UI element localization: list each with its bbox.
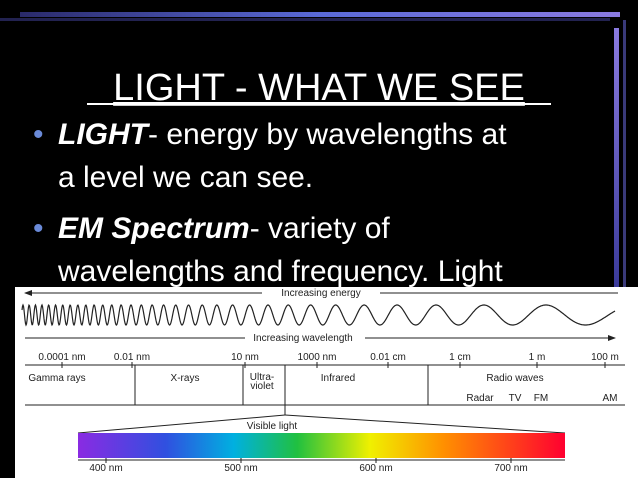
region-label: Radio waves bbox=[486, 373, 543, 384]
scale-label: 0.01 cm bbox=[370, 352, 406, 363]
bullet-dot: • bbox=[33, 212, 44, 245]
region-label: Gamma rays bbox=[28, 373, 85, 384]
spectrum-diagram: Increasing energy Increasing wavelength … bbox=[15, 287, 638, 478]
energy-label: Increasing energy bbox=[281, 288, 361, 299]
funnel-line bbox=[284, 414, 566, 434]
bullet-term: EM Spectrum bbox=[58, 212, 250, 245]
scale-label: 0.01 nm bbox=[114, 352, 150, 363]
wavelength-label: Increasing wavelength bbox=[253, 333, 353, 344]
bullet-line: a level we can see. bbox=[58, 161, 313, 194]
bullet-line: LIGHT- energy by wavelengths at bbox=[58, 118, 507, 151]
visible-scale-label: 500 nm bbox=[224, 463, 257, 474]
scale-label: 10 nm bbox=[231, 352, 259, 363]
side-bar bbox=[614, 28, 619, 288]
radio-band-label: AM bbox=[603, 393, 618, 404]
bullet-dot: • bbox=[33, 118, 44, 151]
region-label: X-rays bbox=[171, 373, 200, 384]
scale-label: 0.0001 nm bbox=[38, 352, 85, 363]
radio-band-label: FM bbox=[534, 393, 548, 404]
side-bar-thin bbox=[623, 20, 626, 288]
scale-label: 1 cm bbox=[449, 352, 471, 363]
wave bbox=[21, 303, 616, 327]
scale-label: 100 m bbox=[591, 352, 619, 363]
bullet-line: EM Spectrum- variety of bbox=[58, 212, 390, 245]
region-label: Infrared bbox=[321, 373, 355, 384]
bullet-line: wavelengths and frequency. Light bbox=[57, 255, 503, 288]
scale-label: 1000 nm bbox=[298, 352, 337, 363]
slide-title: LIGHT - WHAT WE SEE bbox=[113, 67, 525, 109]
visible-spectrum bbox=[78, 433, 565, 458]
region-label: violet bbox=[250, 381, 274, 392]
bullet-text: - variety of bbox=[250, 212, 391, 245]
region-label: Ultra- bbox=[250, 372, 274, 383]
radio-band-label: Radar bbox=[466, 393, 494, 404]
visible-scale-label: 400 nm bbox=[89, 463, 122, 474]
visible-label: Visible light bbox=[247, 421, 298, 432]
label-bg bbox=[262, 287, 380, 299]
top-bar-shadow bbox=[0, 18, 610, 21]
bullet-text: - energy by wavelengths at bbox=[148, 118, 507, 151]
visible-scale-label: 700 nm bbox=[494, 463, 527, 474]
top-bar bbox=[20, 12, 620, 17]
scale-label: 1 m bbox=[529, 352, 546, 363]
bullet-term: LIGHT bbox=[58, 118, 151, 151]
visible-scale-label: 600 nm bbox=[359, 463, 392, 474]
radio-band-label: TV bbox=[509, 393, 522, 404]
funnel-line bbox=[77, 414, 286, 434]
